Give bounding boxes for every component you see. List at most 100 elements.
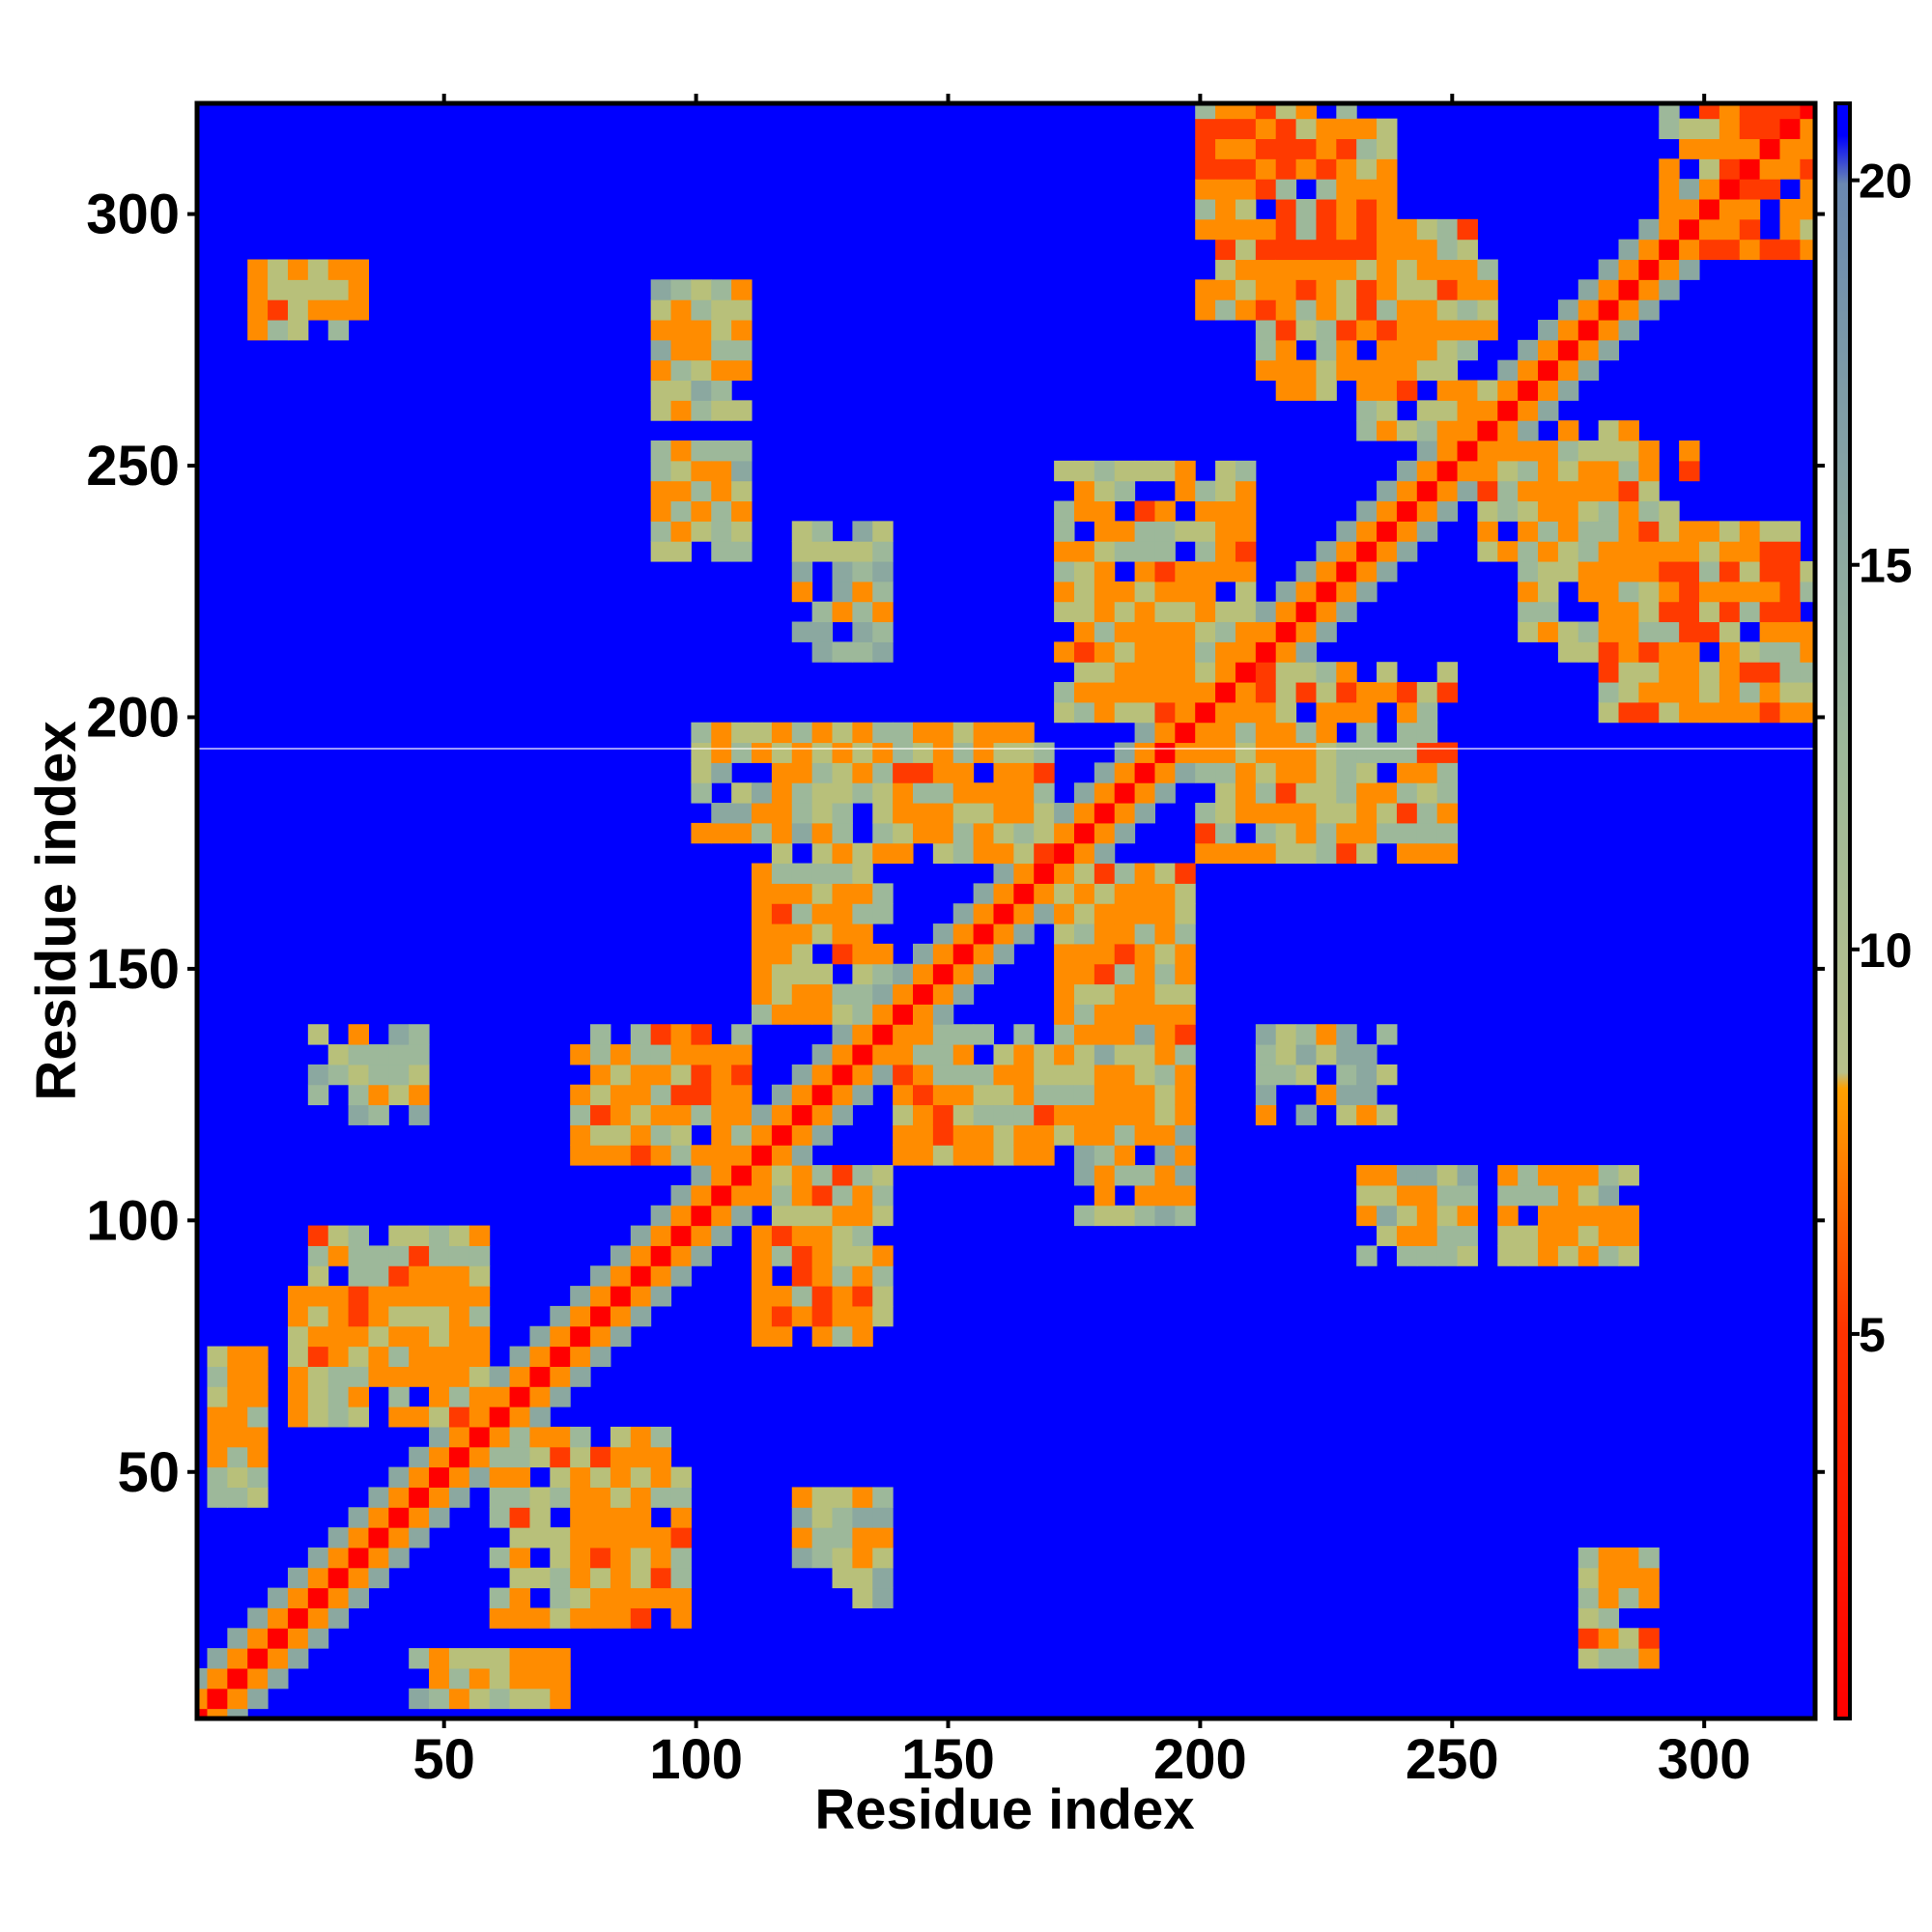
heatmap-cell — [1477, 541, 1498, 562]
heatmap-cell — [1114, 641, 1136, 663]
heatmap-cell — [448, 1245, 470, 1266]
heatmap-cell — [1416, 320, 1438, 341]
heatmap-cell — [1477, 420, 1498, 441]
heatmap-cell — [791, 1184, 813, 1207]
heatmap-cell — [1215, 480, 1236, 502]
heatmap-cell — [550, 1366, 571, 1387]
heatmap-cell — [670, 1024, 692, 1045]
heatmap-cell — [469, 1648, 491, 1669]
heatmap-cell — [1336, 218, 1357, 241]
heatmap-cell — [1235, 259, 1257, 280]
heatmap-cell — [388, 1265, 410, 1287]
heatmap-cell — [1779, 601, 1801, 623]
heatmap-cell — [1175, 983, 1196, 1005]
heatmap-cell — [590, 1547, 611, 1569]
heatmap-cell — [691, 460, 712, 482]
heatmap-cell — [1779, 561, 1801, 582]
heatmap-cell — [1518, 359, 1539, 382]
heatmap-cell — [1114, 742, 1136, 763]
heatmap-cell — [1175, 1184, 1196, 1207]
heatmap-cell — [1013, 923, 1035, 945]
heatmap-cell — [1699, 682, 1720, 703]
heatmap-cell — [832, 1104, 853, 1125]
heatmap-cell — [590, 1446, 611, 1468]
heatmap-cell — [1638, 662, 1660, 683]
heatmap-cell — [1659, 118, 1680, 140]
heatmap-cell — [912, 1024, 934, 1045]
heatmap-cell — [448, 1305, 470, 1327]
heatmap-cell — [529, 1667, 551, 1690]
heatmap-cell — [650, 1044, 672, 1065]
heatmap-cell — [409, 1688, 430, 1710]
heatmap-cell — [409, 1325, 430, 1348]
heatmap-cell — [832, 842, 853, 865]
heatmap-cell — [1518, 460, 1539, 482]
heatmap-cell — [1759, 541, 1781, 562]
heatmap-cell — [791, 581, 813, 603]
heatmap-cell — [1295, 380, 1317, 401]
heatmap-cell — [1175, 1024, 1196, 1045]
heatmap-cell — [811, 722, 834, 744]
heatmap-cell — [287, 320, 309, 341]
heatmap-cell — [327, 320, 350, 341]
heatmap-cell — [509, 1466, 530, 1488]
heatmap-cell — [973, 822, 995, 844]
heatmap-cell — [670, 299, 692, 321]
heatmap-cell — [489, 1386, 511, 1407]
heatmap-cell — [1255, 1104, 1277, 1125]
heatmap-cell — [1175, 682, 1196, 703]
heatmap-cell — [852, 581, 873, 603]
heatmap-cell — [1518, 400, 1539, 421]
heatmap-cell — [368, 1527, 389, 1548]
heatmap-cell — [670, 1487, 692, 1508]
heatmap-cell — [872, 1044, 894, 1065]
heatmap-cell — [348, 1225, 369, 1246]
heatmap-cell — [1557, 641, 1579, 663]
heatmap-cell — [1356, 782, 1378, 804]
heatmap-cell — [1618, 1567, 1639, 1589]
heatmap-cell — [670, 1124, 692, 1146]
heatmap-cell — [711, 541, 732, 562]
heatmap-cell — [1336, 359, 1357, 382]
heatmap-cell — [227, 1446, 248, 1468]
heatmap-cell — [650, 1145, 672, 1166]
heatmap-cell — [1195, 279, 1216, 300]
heatmap-cell — [1659, 103, 1680, 120]
heatmap-cell — [1134, 460, 1156, 482]
heatmap-cell — [1114, 1205, 1136, 1227]
heatmap-cell — [1699, 701, 1720, 724]
heatmap-cell — [590, 1124, 611, 1146]
heatmap-cell — [752, 1184, 773, 1207]
heatmap-cell — [1436, 803, 1459, 824]
heatmap-cell — [610, 1547, 632, 1569]
heatmap-cell — [1457, 299, 1478, 321]
heatmap-cell — [752, 1104, 773, 1125]
heatmap-cell — [932, 923, 954, 945]
heatmap-cell — [1255, 1044, 1277, 1065]
heatmap-cell — [1598, 521, 1620, 542]
heatmap-cell — [1316, 742, 1337, 763]
heatmap-cell — [952, 923, 975, 945]
heatmap-cell — [1134, 742, 1156, 763]
heatmap-cell — [1356, 682, 1378, 703]
heatmap-cell — [1719, 138, 1741, 159]
heatmap-cell — [852, 923, 873, 945]
heatmap-cell — [1679, 218, 1700, 241]
heatmap-cell — [448, 1466, 470, 1488]
heatmap-cell — [1235, 299, 1257, 321]
heatmap-cell — [307, 1406, 329, 1428]
heatmap-cell — [1295, 1064, 1317, 1086]
heatmap-cell — [1235, 662, 1257, 683]
heatmap-cell — [1255, 621, 1277, 642]
heatmap-cell — [1295, 138, 1317, 159]
heatmap-cell — [1598, 561, 1620, 582]
heatmap-cell — [1759, 701, 1781, 724]
heatmap-cell — [590, 1487, 611, 1508]
heatmap-cell — [872, 1004, 894, 1025]
heatmap-cell — [1336, 842, 1357, 865]
heatmap-cell — [610, 1426, 632, 1448]
heatmap-cell — [973, 883, 995, 904]
heatmap-cell — [752, 1165, 773, 1186]
heatmap-cell — [368, 1084, 389, 1106]
heatmap-cell — [832, 722, 853, 744]
